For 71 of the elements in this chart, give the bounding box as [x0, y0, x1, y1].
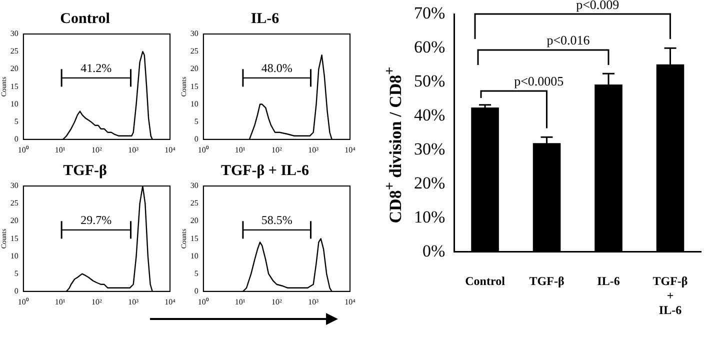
- annotation: 58.5%: [261, 213, 292, 228]
- y-tick-label: 30: [10, 181, 18, 190]
- x-tick-label: 10⁴: [344, 145, 356, 154]
- x-tick-label: 10³: [308, 297, 320, 306]
- y-tick-label: 0%: [422, 241, 446, 260]
- chart-title: TGF-β: [63, 162, 107, 179]
- y-tick-label: 25: [190, 46, 198, 56]
- x-tick-label: 10¹: [54, 297, 66, 306]
- annotation: 41.2%: [80, 61, 112, 76]
- x-tick-label: 10¹: [54, 145, 66, 154]
- x-tick-label: Control: [465, 274, 506, 288]
- y-tick-label: 30: [190, 181, 198, 190]
- x-tick-label: TGF-β: [529, 274, 564, 288]
- x-tick-label: 10³: [128, 297, 140, 306]
- annotation: p<0.016: [546, 32, 590, 48]
- x-tick-label: 10⁰: [198, 297, 209, 306]
- y-tick-label: 50%: [414, 72, 446, 91]
- x-tick-label: 10⁰: [198, 145, 209, 154]
- y-tick-label: 20: [10, 216, 18, 226]
- y-tick-label: 25: [10, 198, 18, 208]
- y-tick-label: 30%: [414, 139, 446, 158]
- x-tick-label: 10⁴: [164, 145, 176, 154]
- chart-title: Control: [60, 10, 110, 27]
- annotation: p<0.0005: [514, 74, 564, 89]
- x-tick-label: 10²: [271, 297, 282, 306]
- x-tick-label: 10¹: [234, 297, 246, 306]
- y-tick-label: 25: [10, 46, 18, 56]
- y-tick-label: 10: [10, 99, 18, 108]
- x-tick-label: 10³: [308, 145, 320, 154]
- y-tick-label: 0: [14, 134, 18, 144]
- y-tick-label: 15: [10, 234, 18, 243]
- y-tick-label: 0: [194, 134, 198, 144]
- annotation: 29.7%: [80, 213, 112, 228]
- y-tick-label: 70%: [414, 4, 446, 23]
- x-tick-label: 10⁰: [18, 145, 29, 154]
- y-tick-label: 10: [190, 251, 198, 260]
- text: p<0.009: [576, 0, 620, 12]
- x-tick-label: 10³: [128, 145, 140, 154]
- y-tick-label: 20: [190, 216, 198, 226]
- annotation: 48.0%: [261, 61, 292, 76]
- y-tick-label: 15: [190, 82, 198, 91]
- y-tick-label: 30: [10, 29, 18, 38]
- y-tick-label: 5: [194, 268, 198, 278]
- y-tick-label: 0: [194, 286, 198, 296]
- chart-title: IL-6: [250, 10, 280, 27]
- x-tick-label: 10⁰: [18, 297, 29, 306]
- x-tick-label: 10²: [271, 145, 282, 154]
- y-tick-label: 20: [10, 64, 18, 74]
- x-tick-label: 10⁴: [344, 297, 356, 306]
- y-tick-label: 10: [190, 99, 198, 108]
- y-tick-label: 10%: [414, 207, 446, 226]
- y-tick-label: 60%: [414, 38, 446, 57]
- y-tick-label: 20%: [414, 173, 446, 192]
- y-tick-label: 5: [14, 268, 18, 278]
- x-tick-label: IL-6: [597, 274, 620, 288]
- x-tick-label: TGF-β + IL-6: [652, 274, 688, 317]
- y-tick-label: 10: [10, 251, 18, 260]
- y-tick-label: 30: [190, 29, 198, 38]
- y-tick-label: 5: [14, 116, 18, 126]
- y-tick-label: 5: [194, 116, 198, 126]
- y-tick-label: 40%: [414, 105, 446, 124]
- x-tick-label: 10²: [91, 297, 102, 306]
- y-tick-label: 15: [10, 82, 18, 91]
- y-tick-label: 25: [190, 198, 198, 208]
- x-tick-label: 10²: [91, 145, 102, 154]
- y-tick-label: 20: [190, 64, 198, 74]
- y-tick-label: 0: [14, 286, 18, 296]
- x-tick-label: 10¹: [234, 145, 246, 154]
- x-tick-label: 10⁴: [164, 297, 176, 306]
- chart-title: TGF-β + IL-6: [220, 162, 310, 179]
- y-tick-label: 15: [190, 234, 198, 243]
